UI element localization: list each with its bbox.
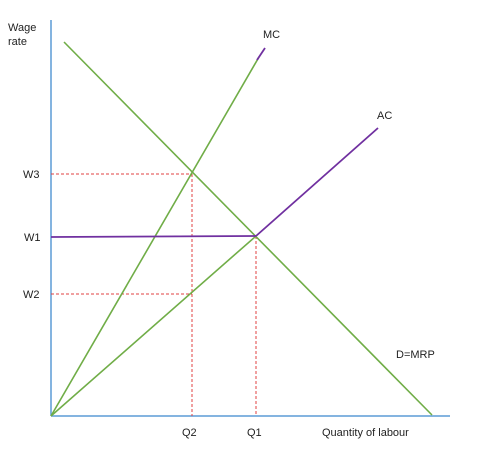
w3-tick-label: W3 xyxy=(23,169,40,181)
w2-tick-label: W2 xyxy=(23,289,40,301)
w1-wage-line xyxy=(50,235,257,238)
w1-tick-label: W1 xyxy=(24,232,41,244)
mc-label: MC xyxy=(263,29,280,41)
y-axis-label-line1: Wage xyxy=(8,22,36,34)
y-axis-label-line2: rate xyxy=(8,36,27,48)
demand-mrp-curve xyxy=(63,41,433,416)
q1-tick-label: Q1 xyxy=(247,427,262,439)
ac-curve-lower xyxy=(50,235,257,417)
demand-label: D=MRP xyxy=(396,349,435,361)
x-axis-label: Quantity of labour xyxy=(322,427,409,439)
ac-curve-upper xyxy=(255,127,379,237)
q2-tick-label: Q2 xyxy=(182,427,197,439)
ac-label: AC xyxy=(377,110,392,122)
mc-curve-tip xyxy=(256,47,266,61)
